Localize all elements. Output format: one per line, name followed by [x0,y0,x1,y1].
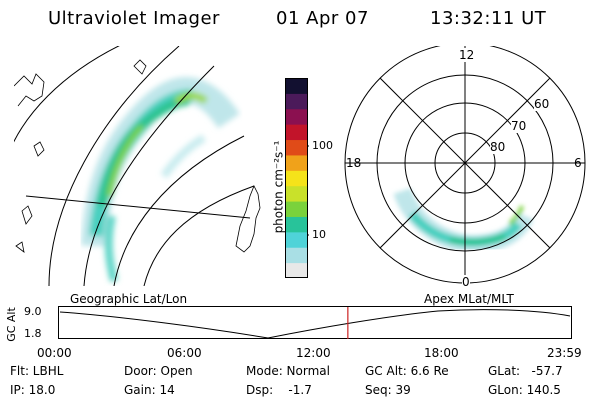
dsp-readout: Dsp: -1.7 [246,383,312,397]
colorbar-band [285,262,308,278]
timeline-y-title: GC Alt [4,307,18,342]
geographic-grid [14,46,255,286]
color-scale-bar [285,78,309,278]
colorbar-band [285,231,308,248]
colorbar-tick-10: 10 [312,228,326,241]
coastlines [14,59,261,253]
colorbar-band [285,201,308,217]
timeline-ytick-low: 1.8 [24,327,42,340]
colorbar-band [285,139,308,156]
geographic-aurora-image [14,46,261,286]
colorbar-band [285,216,308,233]
colorbar-band [285,78,308,94]
door-readout: Door: Open [124,364,193,378]
mlt-label-18: 18 [346,156,362,170]
right-projection-label: Apex MLat/MLT [424,292,514,306]
colorbar-unit: photon cm⁻²s⁻¹ [271,140,286,234]
colorbar-band [285,185,308,202]
colorbar-band [285,154,308,171]
image-time: 13:32:11 UT [430,8,547,29]
mlat-label-80: 80 [490,140,506,154]
mlat-label-70: 70 [511,119,527,133]
colorbar-tick-100: 100 [312,139,333,152]
altitude-curve [59,309,571,339]
mlat-grid [344,46,586,284]
seq-readout: Seq: 39 [365,383,411,397]
timeline-xtick-1800: 18:00 [424,346,459,360]
mlt-label-12: 12 [459,48,475,62]
mlt-label-6: 6 [574,156,582,170]
polar-aurora-image [344,46,586,284]
timeline-ytick-high: 9.0 [24,305,42,318]
colorbar-band [285,124,308,141]
auroral-oval [393,187,534,254]
filter-readout: Flt: LBHL [10,364,64,378]
mlat-label-60: 60 [534,97,550,111]
timeline-xtick-1200: 12:00 [296,346,331,360]
timeline-xtick-2359: 23:59 [547,346,582,360]
mode-readout: Mode: Normal [246,364,330,378]
image-date: 01 Apr 07 [276,8,369,29]
timeline-xtick-0000: 00:00 [37,346,72,360]
colorbar-band [285,93,308,110]
timeline-xtick-0600: 06:00 [167,346,202,360]
left-projection-label: Geographic Lat/Lon [70,292,188,306]
mlt-label-0: 0 [462,275,470,289]
gc-alt-readout: GC Alt: 6.6 Re [365,364,449,378]
glat-readout: GLat: -57.7 [488,364,563,378]
colorbar-band [285,108,308,125]
altitude-timeline [58,306,572,339]
instrument-title: Ultraviolet Imager [48,8,220,29]
glon-readout: GLon: 140.5 [488,383,561,397]
gain-readout: Gain: 14 [124,383,175,397]
colorbar-band [285,247,308,264]
colorbar-band [285,170,308,187]
aurora-emission-left [81,77,240,282]
ip-readout: IP: 18.0 [10,383,56,397]
